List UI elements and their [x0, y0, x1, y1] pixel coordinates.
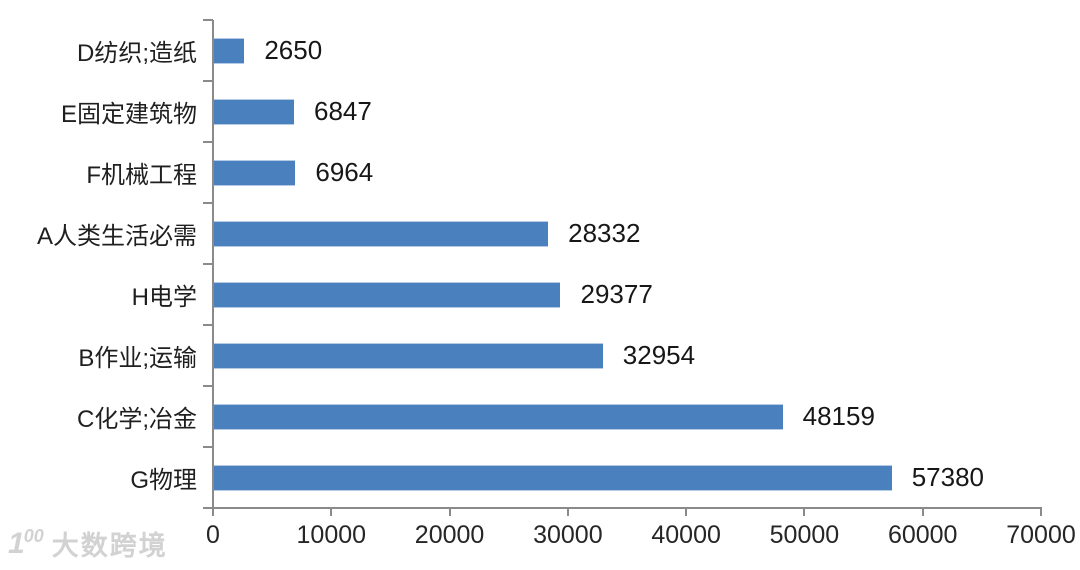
bar-track: 29377 — [213, 279, 1041, 310]
category-label: D纺织;造纸 — [77, 40, 197, 67]
y-axis-tick — [203, 507, 213, 509]
bar-track: 28332 — [213, 218, 1041, 249]
value-label: 32954 — [622, 340, 696, 370]
bar — [213, 403, 783, 430]
category-label: B作业;运输 — [78, 345, 197, 372]
x-axis-line — [203, 507, 1042, 509]
bar-track: 57380 — [213, 462, 1041, 493]
bar-row: A人类生活必需 28332 — [0, 203, 1080, 264]
watermark-text: 大数跨境 — [51, 531, 168, 561]
bar-track: 2650 — [213, 35, 1041, 66]
bar — [213, 98, 294, 125]
bar — [213, 220, 549, 247]
x-axis-tick-label: 10000 — [296, 521, 367, 549]
bar — [213, 281, 561, 308]
value-label: 6964 — [315, 157, 374, 187]
watermark-logo-icon: 100 — [8, 526, 44, 560]
x-axis-tick — [921, 509, 924, 516]
y-axis-tick — [203, 263, 213, 265]
x-axis-tick — [448, 509, 451, 516]
category-label: C化学;冶金 — [77, 406, 197, 433]
x-axis-tick-label: 30000 — [533, 521, 603, 549]
y-axis-tick — [203, 385, 213, 387]
bar — [213, 342, 603, 369]
x-axis-tick-label: 20000 — [414, 521, 485, 549]
y-axis-tick — [203, 202, 213, 204]
x-axis-tick — [1040, 509, 1042, 516]
y-axis-tick — [203, 141, 213, 143]
x-axis-tick-label: 60000 — [887, 521, 958, 549]
y-axis-tick — [203, 19, 213, 21]
y-axis-tick — [203, 80, 213, 82]
bar-track: 6847 — [213, 96, 1041, 127]
category-label: H电学 — [131, 284, 197, 311]
bar-row: B作业;运输 32954 — [0, 325, 1080, 386]
x-axis-tick-label: 70000 — [1006, 521, 1076, 549]
category-label: F机械工程 — [86, 162, 197, 189]
x-axis-tick — [212, 509, 214, 516]
bar-row: H电学 29377 — [0, 264, 1080, 325]
bar — [213, 37, 245, 64]
category-label: E固定建筑物 — [60, 101, 197, 128]
x-axis-tick-label: 0 — [206, 521, 220, 549]
x-axis-tick-label: 40000 — [651, 521, 721, 549]
bar-track: 32954 — [213, 340, 1041, 371]
x-axis-tick — [566, 509, 569, 516]
x-axis-tick — [330, 509, 333, 516]
x-axis-tick-label: 50000 — [769, 521, 840, 549]
value-label: 6847 — [313, 96, 372, 126]
category-label: G物理 — [130, 467, 197, 494]
value-label: 2650 — [264, 35, 323, 65]
bar-row: E固定建筑物 6847 — [0, 81, 1080, 142]
bar-row: C化学;冶金 48159 — [0, 386, 1080, 447]
value-label: 28332 — [568, 218, 641, 248]
bar-track: 48159 — [213, 401, 1041, 432]
value-label: 57380 — [911, 462, 985, 492]
value-label: 29377 — [580, 279, 653, 309]
x-axis-tick — [685, 509, 688, 516]
y-axis-line — [212, 20, 214, 508]
bar — [213, 159, 296, 186]
bar-row: D纺织;造纸 2650 — [0, 20, 1080, 81]
bar-row: F机械工程 6964 — [0, 142, 1080, 203]
bar-row: G物理 57380 — [0, 447, 1080, 508]
value-label: 48159 — [802, 401, 875, 431]
bar-rows-container: D纺织;造纸 2650 E固定建筑物 6847 F机械工程 6964 A人类生活必需 2833… — [0, 20, 1080, 508]
x-axis-tick — [803, 509, 806, 516]
y-axis-tick — [203, 324, 213, 326]
watermark: 100 大数跨境 — [8, 524, 168, 563]
bar-track: 6964 — [213, 157, 1041, 188]
bar — [213, 464, 892, 491]
category-label: A人类生活必需 — [36, 223, 197, 250]
y-axis-tick — [203, 446, 213, 448]
